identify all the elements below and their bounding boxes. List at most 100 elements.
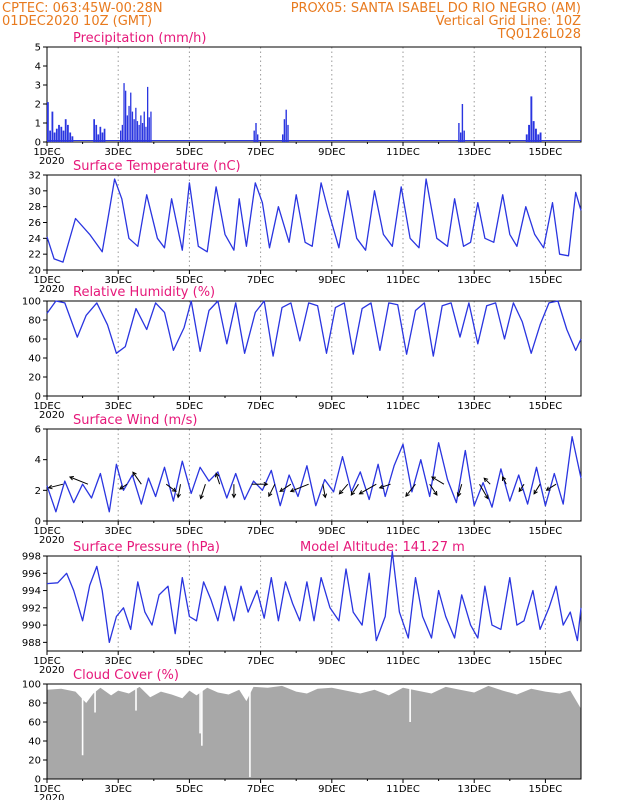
- xtick-label-cloud_cover-6: 13DEC: [457, 784, 491, 795]
- xtick-label-temperature-7: 15DEC: [529, 275, 563, 286]
- precip-bar-2-0: [120, 130, 122, 142]
- wind-arrow-16: [358, 483, 377, 495]
- xtick-label-precipitation-0: 1DEC: [33, 147, 60, 158]
- xtick-label-surface_wind-0: 1DEC: [33, 526, 60, 537]
- ytick-label-surface_pressure-1: 990: [22, 621, 41, 632]
- xtick-label-surface_wind-4: 9DEC: [318, 526, 345, 537]
- xtick-label-surface_wind-6: 13DEC: [457, 526, 491, 537]
- wind-arrow-head-26: [533, 489, 538, 495]
- xtick-label-surface_pressure-6: 13DEC: [457, 656, 491, 667]
- ytick-label-cloud_cover-1: 20: [28, 756, 41, 767]
- wind-arrow-head-12: [289, 487, 295, 493]
- header-station-name: PROX05: SANTA ISABEL DO RIO NEGRO (AM): [291, 1, 581, 16]
- precip-bar-6-0: [525, 134, 528, 142]
- panel-temperature: 20 22 24 26 28 30 32 1DEC 3DEC 5DEC 7DEC 9DEC 11DEC 1…: [28, 159, 582, 295]
- wind-arrow-14: [338, 483, 349, 495]
- panel-cloud_cover: 0 20 40 60 80 100 1DEC 3DEC 5DEC 7DEC 9DEC 11DEC 13D…: [22, 668, 582, 804]
- ytick-label-surface_pressure-4: 996: [22, 569, 41, 580]
- xtick-label-cloud_cover-1: 3DEC: [105, 784, 132, 795]
- xtick-label-surface_pressure-2: 5DEC: [176, 656, 203, 667]
- ytick-label-surface_pressure-5: 998: [22, 552, 41, 563]
- panel-surface_wind: 0 2 4 6 1DEC 3DEC 5DEC 7DEC 9DEC 11DEC 13DEC 15DEC 2…: [33, 413, 582, 546]
- wind-arrow-shaft-10: [268, 483, 276, 497]
- precip-bar-2-10: [136, 121, 139, 142]
- precip-bar-2-13: [141, 123, 144, 142]
- frame-relative_humidity: [46, 300, 582, 397]
- ytick-label-precipitation-3: 3: [35, 81, 41, 92]
- wind-arrow-shaft-6: [200, 484, 206, 499]
- wind-arrow-head-4: [171, 487, 177, 493]
- precip-bar-0-1: [49, 130, 51, 142]
- year-label-cloud_cover: 2020: [39, 793, 64, 800]
- wind-arrow-head-11: [279, 487, 285, 492]
- wind-arrow-head-18: [405, 492, 410, 498]
- series-line-surface_pressure: [46, 551, 582, 644]
- wind-arrow-head-5: [176, 493, 181, 499]
- xtick-label-precipitation-2: 5DEC: [176, 147, 203, 158]
- frame-temperature: [46, 174, 582, 271]
- precip-bar-2-9: [135, 107, 137, 142]
- wind-arrow-head-25: [518, 487, 524, 493]
- panel-title-relative_humidity: Relative Humidity (%): [73, 285, 215, 300]
- wind-arrow-shaft-0: [48, 483, 64, 489]
- wind-arrow-shaft-11: [279, 483, 292, 492]
- wind-arrow-11: [279, 483, 292, 492]
- xtick-label-cloud_cover-0: 1DEC: [33, 784, 60, 795]
- wind-arrow-head-6: [199, 494, 204, 500]
- wind-arrow-head-21: [456, 492, 462, 498]
- ytick-label-temperature-2: 24: [28, 234, 41, 245]
- ytick-label-relative_humidity-5: 100: [22, 297, 41, 308]
- precip-bar-0-10: [69, 132, 72, 142]
- xtick-label-surface_pressure-4: 9DEC: [318, 656, 345, 667]
- wind-arrow-15: [350, 483, 359, 496]
- header-grid-note: Vertical Grid Line: 10Z: [436, 14, 581, 29]
- wind-arrow-shaft-17: [379, 483, 391, 489]
- wind-arrow-27: [545, 483, 557, 491]
- precip-bar-2-3: [125, 90, 127, 142]
- precip-bar-0-4: [55, 128, 58, 142]
- frame-surface_wind: [46, 428, 582, 522]
- ytick-label-precipitation-4: 4: [35, 62, 41, 73]
- header-run-time: 01DEC2020 10Z (GMT): [2, 14, 152, 29]
- wind-arrow-shaft-5: [177, 484, 181, 498]
- panel-relative_humidity: 0 20 40 60 80 100 1DEC 3DEC 5DEC 7DEC 9DEC 11DEC 13D…: [22, 285, 582, 421]
- ytick-label-cloud_cover-4: 80: [28, 699, 41, 710]
- precip-bar-1-4: [101, 132, 104, 142]
- xtick-label-precipitation-6: 13DEC: [457, 147, 491, 158]
- precip-bar-3-2: [257, 134, 259, 142]
- wind-arrow-head-27: [545, 486, 551, 491]
- ytick-label-surface_pressure-3: 994: [22, 586, 41, 597]
- precip-bar-6-3: [532, 121, 535, 142]
- xtick-label-cloud_cover-5: 11DEC: [386, 784, 420, 795]
- precip-bar-2-6: [130, 92, 132, 142]
- precip-bar-1-0: [93, 119, 95, 142]
- xtick-label-temperature-2: 5DEC: [176, 275, 203, 286]
- precip-bar-2-18: [150, 111, 152, 142]
- wind-arrow-shaft-26: [533, 483, 541, 495]
- precip-bar-6-4: [535, 128, 537, 142]
- wind-arrow-head-0: [47, 484, 53, 490]
- wind-arrow-25: [518, 483, 525, 493]
- ytick-label-surface_wind-3: 6: [35, 425, 41, 436]
- header-model-code: TQ0126L028: [497, 27, 581, 42]
- wind-arrow-head-20: [430, 476, 436, 481]
- wind-arrow-shaft-25: [518, 483, 525, 492]
- wind-arrow-10: [268, 483, 276, 498]
- ytick-label-temperature-5: 30: [28, 186, 41, 197]
- xtick-label-cloud_cover-3: 7DEC: [247, 784, 274, 795]
- wind-arrow-head-19: [433, 490, 438, 496]
- precip-bar-2-14: [143, 111, 145, 142]
- precip-bar-4-3: [287, 124, 289, 142]
- xtick-label-relative_humidity-1: 3DEC: [105, 401, 132, 412]
- xtick-label-surface_pressure-7: 15DEC: [529, 656, 563, 667]
- ytick-label-temperature-1: 22: [28, 250, 41, 261]
- precip-bar-2-4: [126, 115, 128, 142]
- wind-arrow-shaft-1: [69, 476, 89, 485]
- wind-arrow-22: [479, 483, 489, 500]
- frame-cloud_cover: [46, 683, 582, 780]
- ytick-label-relative_humidity-2: 40: [28, 354, 41, 365]
- precip-bar-0-7: [62, 130, 65, 142]
- wind-arrow-1: [68, 476, 89, 485]
- series-line-relative_humidity: [46, 300, 582, 357]
- wind-arrow-head-10: [268, 492, 273, 498]
